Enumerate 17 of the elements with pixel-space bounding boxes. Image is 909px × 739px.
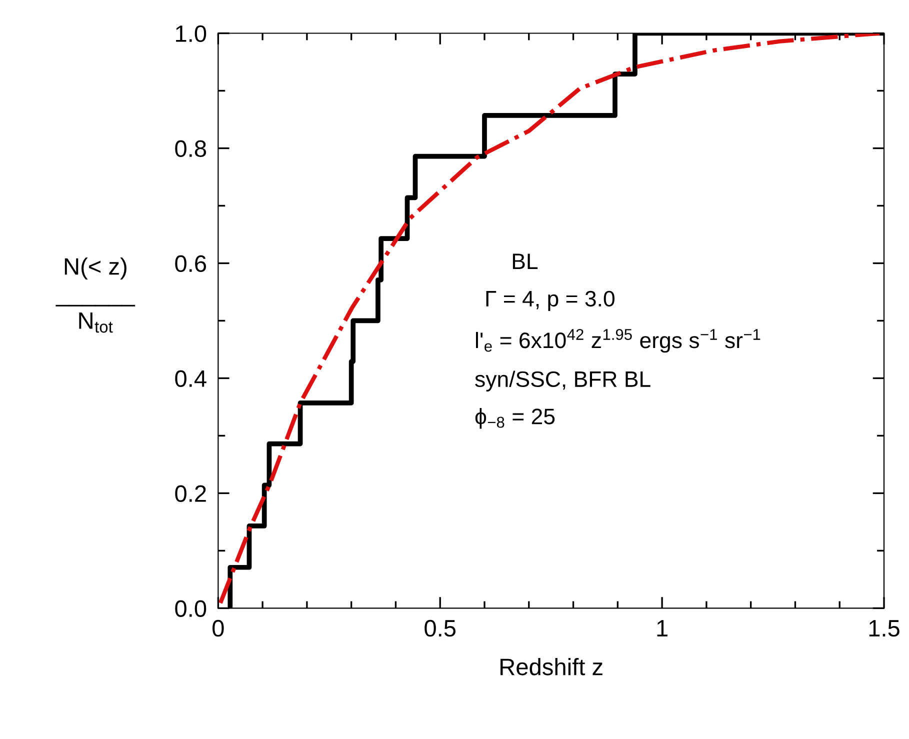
y-axis-title: N(< z) ______ N$_{tot}$: [56, 257, 136, 333]
annotation: ϕ$_{−8}$ = 25: [475, 408, 555, 429]
text: l'$_{e}$ = 6x10$^{42}$ z$^{1.95}$ ergs s$^{−1}$ sr$^{−1}$: [476, 328, 760, 353]
annotation: syn/SSC, BFR BL: [475, 370, 650, 392]
x-tick-label: 1.5: [869, 620, 900, 637]
y-tick-label: 0.4: [175, 370, 206, 388]
x-tick-label: 1: [657, 620, 668, 636]
y-tick-label: 0.2: [175, 485, 206, 502]
y-tick-label: 0.0: [175, 600, 206, 617]
annotation: BL: [512, 254, 538, 269]
y-tick-label: 0.8: [175, 140, 206, 158]
x-tick-label: 0.5: [424, 620, 456, 637]
y-tick-label: 1.0: [176, 25, 206, 42]
x-tick-label: 0: [212, 620, 224, 637]
y-tick-label: 0.6: [175, 255, 206, 272]
annotation: Γ = 4, p = 3.0: [486, 290, 614, 311]
x-axis-title: Redshift z: [500, 658, 602, 676]
